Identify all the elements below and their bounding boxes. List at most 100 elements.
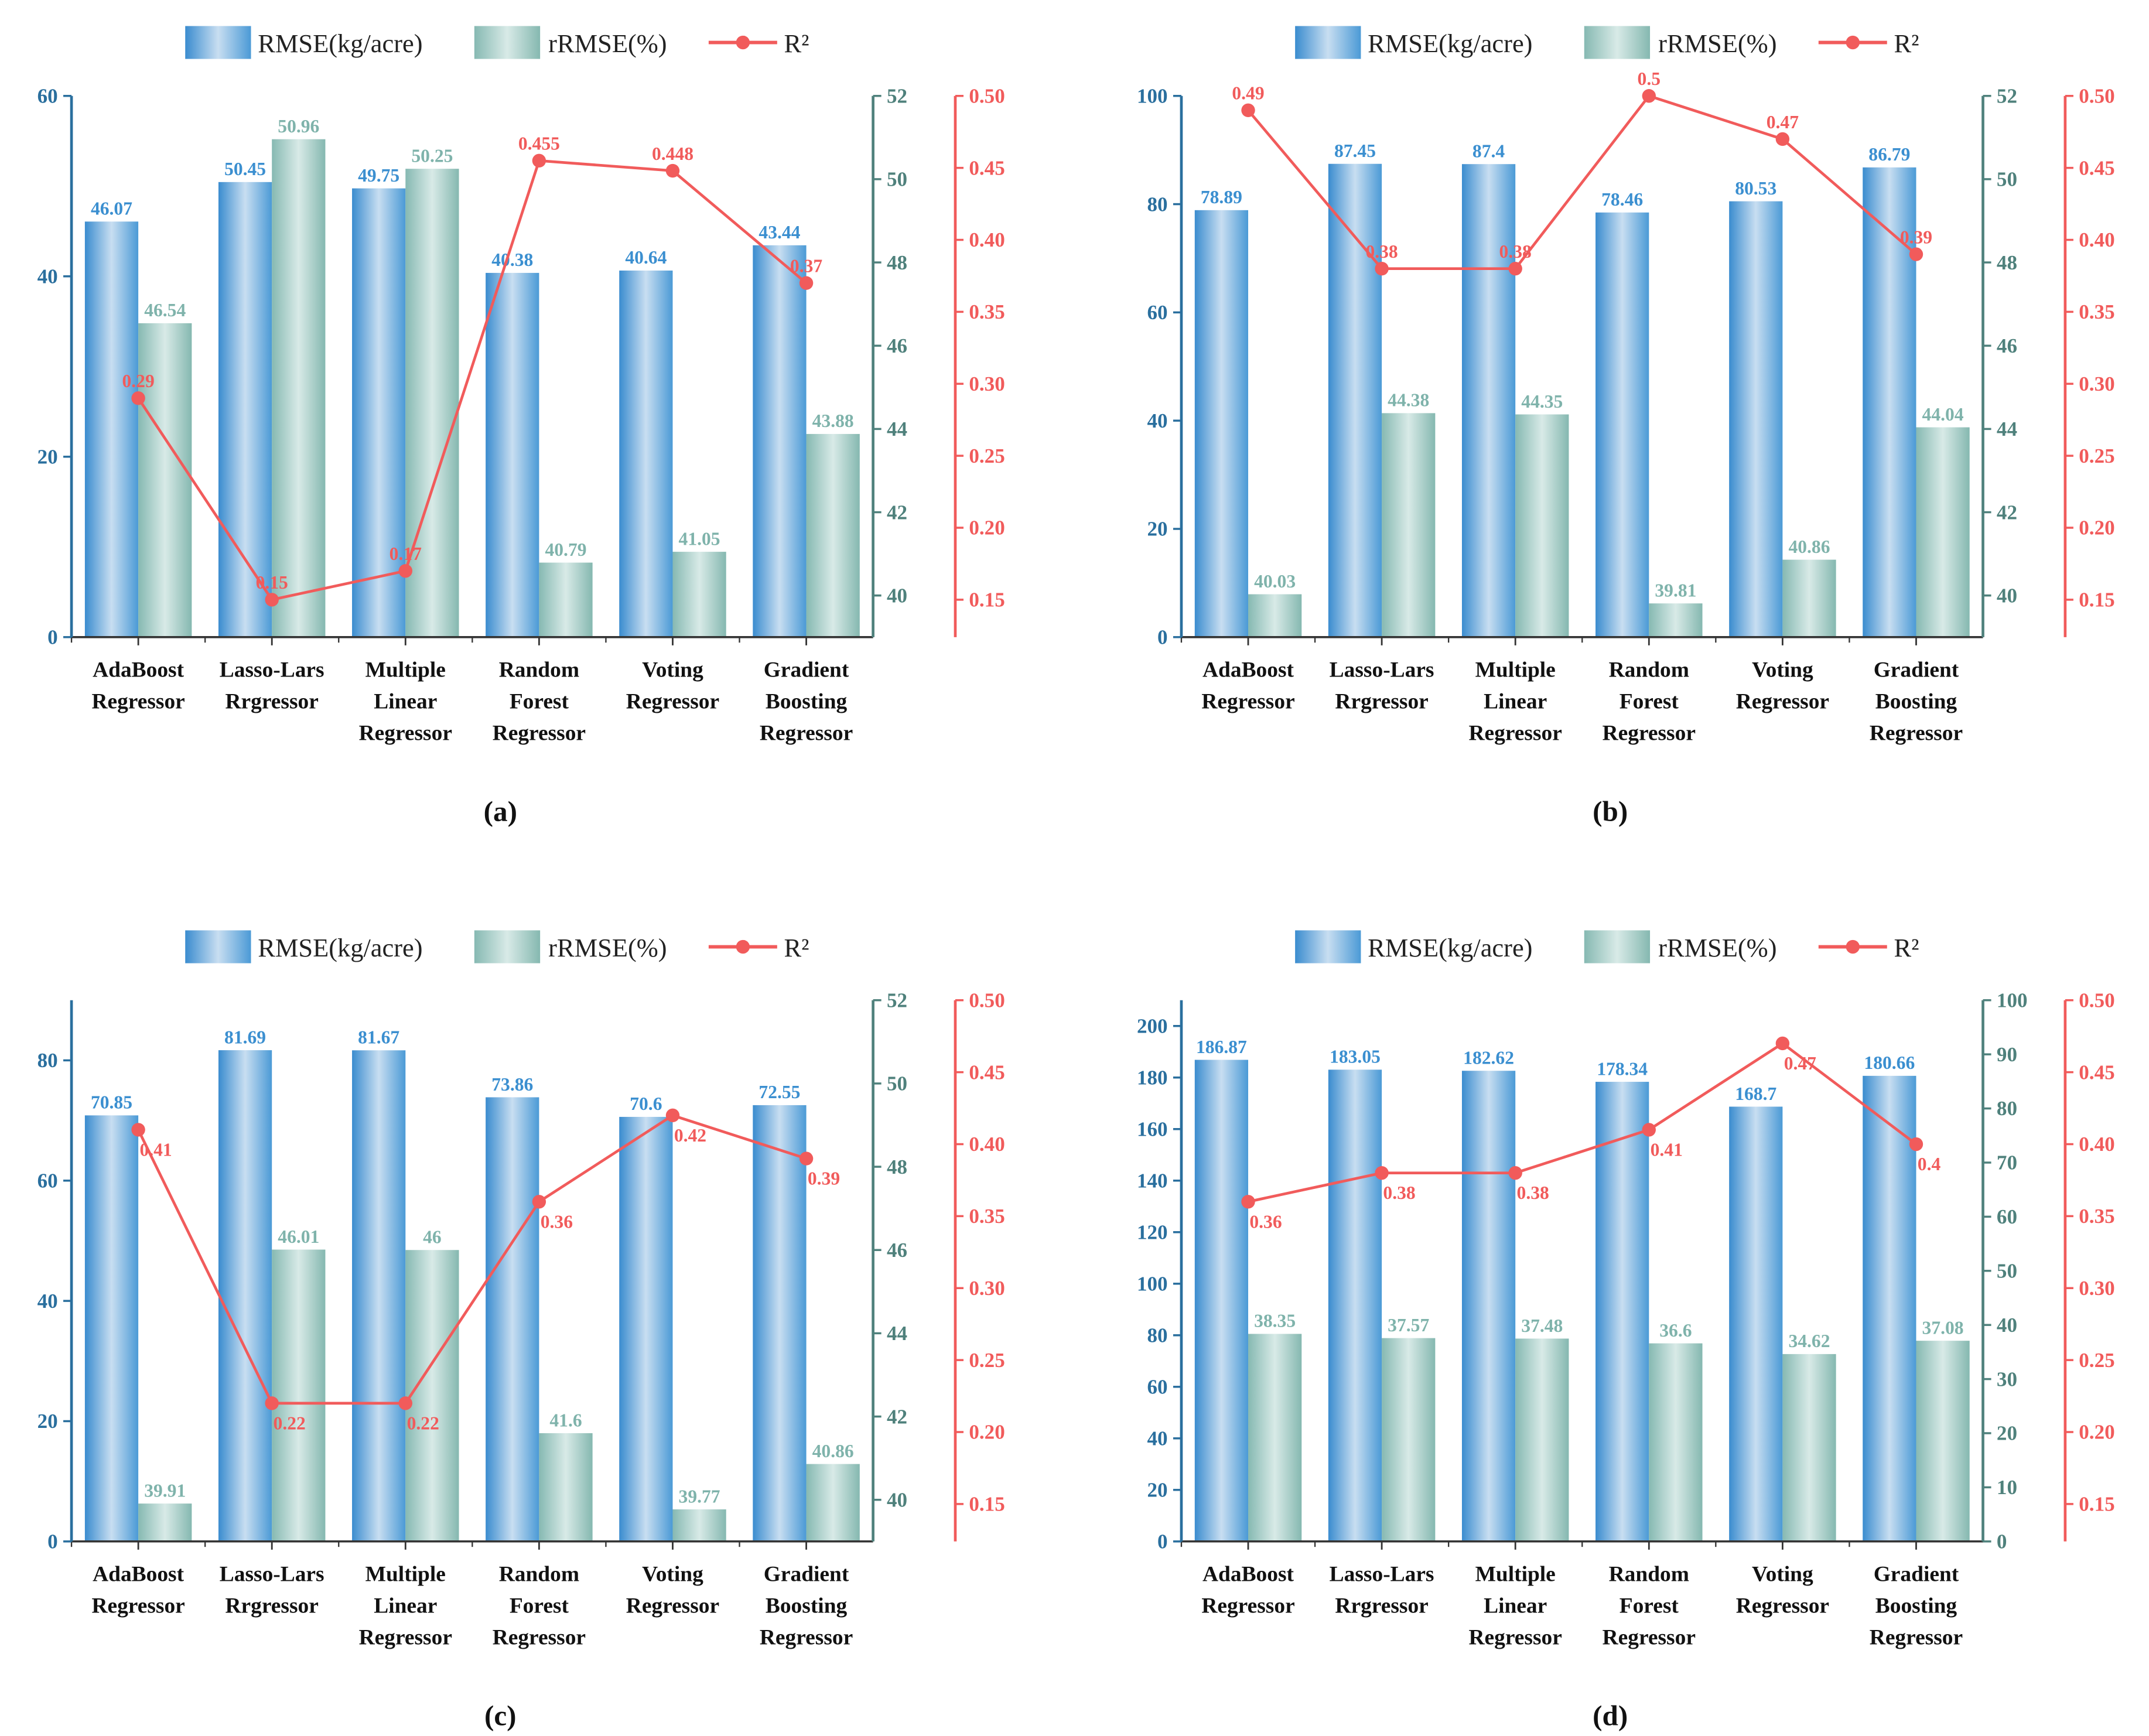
panel-label: (d) xyxy=(1593,1699,1628,1731)
y-tick-label-r2: 0.30 xyxy=(969,373,1005,395)
bar-rrmse xyxy=(405,169,459,637)
x-tick-label: AdaBoost xyxy=(1202,1563,1294,1587)
bar-rrmse xyxy=(272,1249,326,1542)
r2-point xyxy=(1642,89,1656,103)
y-tick-label-r2: 0.50 xyxy=(969,989,1005,1011)
y-tick-label-r2: 0.50 xyxy=(969,84,1005,107)
r2-point xyxy=(665,163,680,178)
data-label-rmse: 183.05 xyxy=(1330,1047,1381,1067)
y-tick-label-left: 100 xyxy=(1137,84,1168,107)
data-label-rmse: 72.55 xyxy=(759,1082,800,1102)
data-label-rrmse: 39.77 xyxy=(679,1486,720,1506)
legend-swatch-rmse xyxy=(185,26,251,59)
data-label-r2: 0.38 xyxy=(1365,241,1398,262)
data-label-rrmse: 39.91 xyxy=(144,1480,186,1501)
bar-rrmse xyxy=(539,562,593,637)
x-tick-label: Linear xyxy=(374,689,437,713)
x-tick-label: Regressor xyxy=(1201,689,1294,713)
y-tick-label-r2: 0.30 xyxy=(2079,1277,2114,1300)
x-tick-label: Regressor xyxy=(626,1594,719,1618)
x-tick-label: Lasso-Lars xyxy=(220,658,324,682)
legend-label-r2: R² xyxy=(1894,29,1919,58)
x-tick-label: Boosting xyxy=(766,689,848,713)
y-tick-label-left: 0 xyxy=(1157,626,1168,649)
legend-marker-r2 xyxy=(736,35,750,50)
y-tick-label-r2: 0.30 xyxy=(969,1277,1005,1300)
data-label-rrmse: 46.01 xyxy=(278,1226,319,1247)
data-label-rmse: 80.53 xyxy=(1735,178,1776,199)
y-tick-label-left: 60 xyxy=(1147,301,1167,324)
x-tick-label: Lasso-Lars xyxy=(220,1563,324,1587)
r2-point xyxy=(265,593,279,607)
r2-point xyxy=(799,276,814,290)
x-tick-label: Voting xyxy=(1752,1563,1813,1587)
legend-label-rmse: RMSE(kg/acre) xyxy=(258,933,422,962)
bar-rmse xyxy=(218,1050,272,1542)
legend-swatch-rrmse xyxy=(1584,26,1651,59)
data-label-rrmse: 44.38 xyxy=(1388,390,1429,411)
y-tick-label-rrmse: 10 xyxy=(1997,1476,2017,1499)
y-tick-label-rrmse: 42 xyxy=(887,1405,907,1428)
y-tick-label-r2: 0.45 xyxy=(2079,156,2114,179)
legend: RMSE(kg/acre) rRMSE(%) R² xyxy=(185,930,809,963)
y-tick-label-r2: 0.15 xyxy=(969,589,1005,611)
bar-rrmse xyxy=(1782,559,1836,637)
r2-point xyxy=(1508,261,1522,276)
y-tick-label-r2: 0.35 xyxy=(2079,1205,2114,1228)
bar-rmse xyxy=(352,188,406,637)
data-label-r2: 0.41 xyxy=(1651,1139,1683,1160)
r2-point xyxy=(265,1396,279,1410)
y-tick-label-rrmse: 50 xyxy=(887,1072,907,1095)
x-tick-label: Linear xyxy=(1484,689,1547,713)
r2-point xyxy=(1909,1137,1923,1151)
data-label-r2: 0.15 xyxy=(256,572,288,593)
bar-rrmse xyxy=(272,139,326,637)
y-tick-label-left: 20 xyxy=(37,445,58,468)
x-tick-label: AdaBoost xyxy=(93,658,184,682)
y-tick-label-r2: 0.45 xyxy=(2079,1061,2114,1084)
y-tick-label-left: 140 xyxy=(1137,1169,1168,1192)
data-label-rmse: 78.46 xyxy=(1601,189,1643,210)
data-label-rrmse: 44.04 xyxy=(1922,404,1964,425)
x-tick-label: Multiple xyxy=(365,658,446,682)
data-label-rrmse: 41.6 xyxy=(549,1410,582,1430)
data-label-r2: 0.29 xyxy=(122,371,154,391)
x-tick-label: Regressor xyxy=(493,1625,586,1649)
y-tick-label-rrmse: 40 xyxy=(1997,1314,2017,1337)
x-tick-label: Regressor xyxy=(359,721,452,745)
y-tick-label-rrmse: 70 xyxy=(1997,1151,2017,1174)
y-tick-label-rrmse: 40 xyxy=(887,1488,907,1511)
x-tick-label: Regressor xyxy=(1870,721,1963,745)
bar-rmse xyxy=(619,1116,673,1542)
data-label-rrmse: 40.79 xyxy=(545,539,586,560)
data-label-r2: 0.49 xyxy=(1232,83,1264,104)
bar-rmse xyxy=(84,1115,139,1542)
y-tick-label-left: 20 xyxy=(37,1410,58,1433)
bar-rmse xyxy=(1863,1075,1916,1542)
bar-rrmse xyxy=(1649,603,1703,637)
r2-point xyxy=(1775,132,1790,146)
y-tick-label-rrmse: 52 xyxy=(1997,84,2017,107)
data-label-r2: 0.38 xyxy=(1499,241,1532,262)
panel-label: (a) xyxy=(484,795,517,827)
data-label-r2: 0.47 xyxy=(1767,112,1799,132)
bar-rrmse xyxy=(138,1503,192,1542)
data-label-rmse: 46.07 xyxy=(91,199,132,219)
x-tick-label: Rrgressor xyxy=(226,689,319,713)
y-tick-label-rrmse: 90 xyxy=(1997,1043,2017,1066)
bar-rrmse xyxy=(1782,1354,1836,1542)
x-tick-label: Regressor xyxy=(1603,1625,1696,1649)
x-tick-label: Linear xyxy=(374,1594,437,1618)
legend-label-r2: R² xyxy=(784,29,809,58)
legend-swatch-rmse xyxy=(1295,26,1361,59)
y-tick-label-rrmse: 52 xyxy=(887,84,907,107)
data-label-rrmse: 40.03 xyxy=(1254,571,1296,592)
data-label-r2: 0.17 xyxy=(390,544,422,564)
data-label-rrmse: 46 xyxy=(423,1227,442,1248)
data-label-rmse: 73.86 xyxy=(491,1074,533,1095)
y-tick-label-r2: 0.35 xyxy=(969,300,1005,323)
x-tick-label: Forest xyxy=(1620,689,1679,713)
y-tick-label-left: 40 xyxy=(37,1290,58,1313)
bar-rrmse xyxy=(1248,594,1302,637)
